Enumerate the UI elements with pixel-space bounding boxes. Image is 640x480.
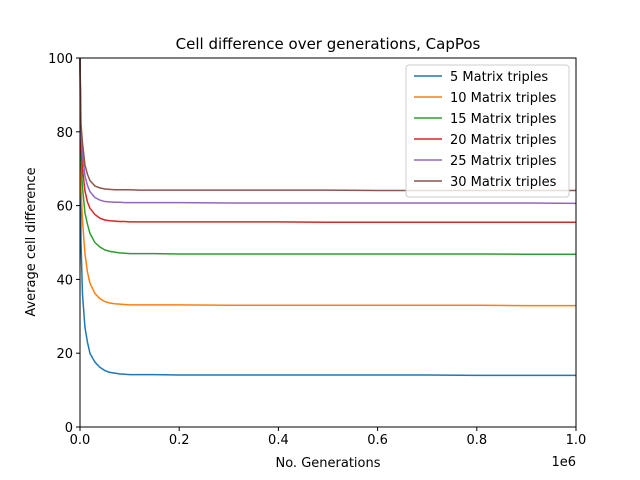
y-tick-label: 20 — [56, 347, 73, 362]
legend-label: 25 Matrix triples — [450, 154, 557, 169]
x-tick-label: 0.2 — [169, 433, 190, 448]
y-tick-label: 100 — [48, 52, 73, 67]
x-axis: 0.0 0.2 0.4 0.6 0.8 1.0 — [70, 427, 587, 448]
series-line-3 — [79, 57, 576, 256]
x-tick-label: 0.6 — [367, 433, 388, 448]
legend-label: 5 Matrix triples — [450, 70, 548, 85]
chart-title: Cell difference over generations, CapPos — [176, 35, 481, 53]
legend-label: 20 Matrix triples — [450, 133, 557, 148]
series-line-1 — [79, 57, 576, 377]
y-tick-label: 40 — [56, 273, 73, 288]
series-line-4 — [79, 57, 576, 223]
plot-frame — [79, 57, 577, 428]
legend-box — [405, 64, 570, 198]
plot-lines — [79, 57, 577, 377]
series-line-5 — [79, 57, 577, 205]
x-tick-label: 1.0 — [566, 433, 587, 448]
x-tick-label: 0.8 — [466, 433, 487, 448]
y-axis: 0 20 40 60 80 100 — [48, 52, 80, 436]
legend-label: 10 Matrix triples — [450, 91, 557, 106]
x-tick-label: 0.0 — [70, 433, 91, 448]
y-tick-label: 80 — [56, 126, 73, 141]
y-tick-label: 0 — [65, 421, 73, 436]
x-axis-label: No. Generations — [275, 456, 380, 471]
series-line-6 — [79, 57, 576, 192]
y-tick-label: 60 — [56, 200, 73, 215]
series-line-2 — [79, 57, 576, 307]
x-axis-offset-label: 1e6 — [551, 455, 576, 470]
legend-label: 30 Matrix triples — [450, 175, 557, 190]
legend-label: 15 Matrix triples — [450, 112, 557, 127]
x-tick-label: 0.4 — [268, 433, 289, 448]
y-axis-label: Average cell difference — [24, 167, 39, 316]
legend: 5 Matrix triples 10 Matrix triples 15 Matr… — [405, 64, 570, 198]
